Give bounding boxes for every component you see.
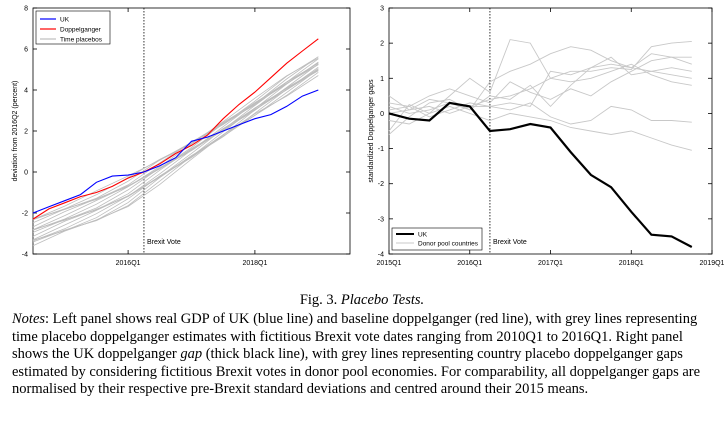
brexit-vote-label: Brexit Vote (493, 239, 527, 246)
donor-country-gap-line (388, 105, 692, 151)
y-tick-label: -3 (378, 216, 384, 223)
y-axis-label: standardized Doppelganger gaps (368, 79, 375, 183)
donor-country-gap-line (388, 56, 692, 111)
figure-caption: Fig. 3. Placebo Tests. Notes: Left panel… (12, 292, 712, 399)
time-placebo-line (32, 70, 319, 241)
time-placebo-line (32, 58, 319, 221)
series-line-doppelganger (32, 38, 319, 220)
time-placebo-line (32, 57, 319, 220)
time-placebo-line (32, 63, 319, 231)
time-placebo-line (32, 64, 319, 228)
time-placebo-line (32, 56, 319, 220)
y-tick-label: 3 (380, 6, 384, 13)
figure-notes: Notes: Left panel shows real GDP of UK (… (12, 311, 712, 399)
time-placebo-line (32, 64, 319, 231)
figure-title-text: Placebo Tests. (340, 292, 425, 308)
series-line-uk (32, 89, 319, 214)
x-tick-label: 2017Q1 (538, 260, 563, 267)
y-tick-label: -1 (378, 146, 384, 153)
donor-country-gap-line (388, 39, 692, 132)
y-tick-label: 4 (24, 88, 28, 95)
donor-country-gap-line (388, 102, 692, 125)
x-tick-label: 2018Q1 (242, 260, 267, 267)
y-axis-label: deviation from 2016Q2 (percent) (12, 81, 19, 182)
y-tick-label: 2 (380, 41, 384, 48)
legend-label: Time placebos (60, 36, 103, 43)
y-tick-label: 8 (24, 6, 28, 13)
time-placebo-line (32, 66, 319, 233)
notes-gap-word: gap (180, 346, 203, 362)
y-tick-label: -4 (22, 252, 28, 259)
legend-label: Doppelganger (60, 26, 102, 33)
time-placebo-line (32, 68, 319, 241)
legend-box (391, 227, 483, 251)
x-tick-label: 2018Q1 (619, 260, 644, 267)
time-placebo-line (32, 56, 319, 220)
x-tick-label: 2019Q1 (700, 260, 724, 267)
y-tick-label: -4 (378, 252, 384, 259)
x-tick-label: 2016Q1 (116, 260, 141, 267)
y-tick-label: 6 (24, 47, 28, 54)
notes-text-2: (thick black line), with grey lines repr… (12, 346, 701, 397)
y-tick-label: -2 (22, 211, 28, 218)
y-tick-label: -2 (378, 181, 384, 188)
brexit-vote-label: Brexit Vote (147, 239, 181, 246)
y-tick-label: 2 (24, 129, 28, 136)
donor-country-gap-line (388, 56, 692, 114)
y-tick-label: 0 (24, 170, 28, 177)
notes-label: Notes (12, 311, 46, 327)
y-tick-label: 0 (380, 111, 384, 118)
right-chart: -4 -3 -2 -1 0 1 2 3 2015Q1 2016Q1 2017Q1 2018Q1 2019… (368, 6, 724, 268)
uk-gap-line (388, 101, 693, 248)
legend-label: UK (60, 16, 70, 23)
legend-label: UK (418, 231, 428, 238)
y-tick-label: 1 (380, 76, 384, 83)
time-placebo-line (32, 62, 319, 230)
figure-label: Fig. 3. (299, 292, 338, 308)
notes-text-1: : Left panel shows real GDP of UK (blue … (12, 311, 698, 362)
left-chart: -4 -2 0 2 4 6 8 2016Q1 2018Q1 deviation from 2016… (12, 6, 351, 267)
plot-frame (32, 7, 351, 255)
x-tick-label: 2015Q1 (377, 260, 402, 267)
donor-country-gap-line (388, 63, 692, 111)
figure-title: Fig. 3. Placebo Tests. (12, 292, 712, 309)
legend-label: Donor pool countries (418, 240, 479, 247)
x-tick-label: 2016Q1 (457, 260, 482, 267)
